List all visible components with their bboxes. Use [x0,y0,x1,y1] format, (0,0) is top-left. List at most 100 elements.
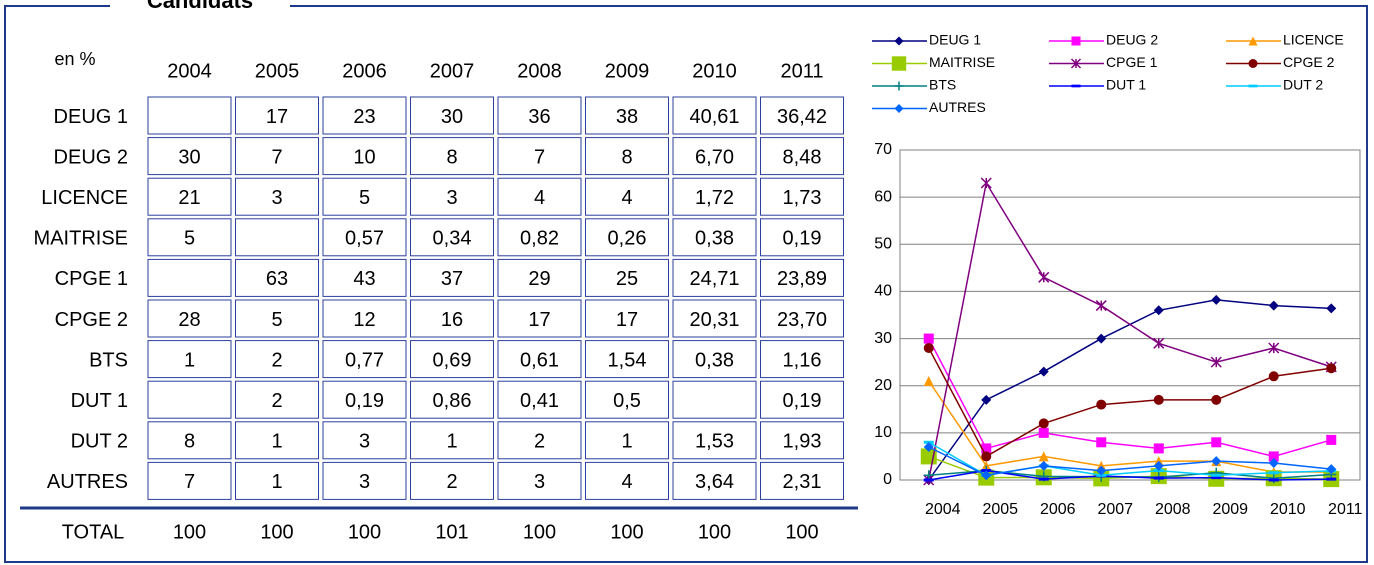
total-value: 100 [785,521,818,543]
cell [497,137,582,176]
marker [923,333,934,344]
cell [585,380,669,419]
y-tick-label: 10 [874,424,892,441]
cell-value: 0,61 [520,349,559,371]
marker-part [1268,458,1279,469]
marker-part [923,333,934,344]
marker-part [1153,394,1164,405]
marker-part [1211,476,1222,480]
marker [1211,473,1222,477]
marker-part [980,177,992,189]
cell [760,340,844,379]
marker-part [1038,271,1050,283]
cell [322,461,407,500]
legend-label: DEUG 1 [929,32,981,48]
total-value: 100 [698,521,731,543]
cell-value: 1 [271,471,282,493]
marker [1096,399,1107,410]
marker-part [1268,342,1280,354]
marker-part [1268,478,1279,482]
cell [585,340,669,379]
marker-part [1071,84,1081,88]
cell-value: 3 [534,471,545,493]
marker [923,376,934,386]
marker [1211,456,1222,467]
marker [1153,394,1164,405]
cell [147,461,232,500]
cell-value: 1,54 [608,349,647,371]
marker-part [1326,477,1337,481]
cell-value: 1,16 [783,349,822,371]
marker [1153,337,1165,349]
row-label: BTS [89,349,128,371]
cell [410,421,494,460]
marker-part [1038,477,1049,481]
marker [1211,476,1222,480]
cell-value: 36 [528,106,550,128]
cell [147,421,232,460]
total-value: 100 [260,521,293,543]
cell [235,461,319,500]
title-bg [110,0,290,14]
cell-value: 3 [359,471,370,493]
cell-value: 17 [528,309,550,331]
cell [585,421,669,460]
marker-part [1153,337,1165,349]
marker [1153,460,1164,471]
cell [235,137,319,176]
cell [235,177,319,216]
cell-value: 0,5 [613,390,641,412]
cell-value: 24,71 [689,268,739,290]
marker [1210,356,1222,368]
cell [235,258,319,297]
series-line [928,469,1332,481]
cell-value: 1,53 [695,431,734,453]
cell [322,218,407,257]
total-value: 100 [610,521,643,543]
row-label: CPGE 2 [55,309,128,331]
series-line [928,347,1332,458]
cell-value: 23 [353,106,375,128]
marker [894,104,904,113]
cell [410,461,494,500]
cell [672,380,757,419]
x-tick-label: 2007 [1097,501,1133,518]
cell-value: 2 [534,431,545,453]
cell [410,258,494,297]
marker [1211,394,1222,405]
cell-value: 5 [184,228,195,250]
marker-part [1095,300,1107,312]
cell-value: 0,86 [433,390,472,412]
total-value: 100 [348,521,381,543]
marker [1268,478,1279,482]
marker-part [1326,434,1337,445]
cell-value: 23,89 [777,268,827,290]
marker-part [1248,36,1258,46]
cell-value: 3,64 [695,471,734,493]
cell [672,461,757,500]
cell-value: 0,82 [520,228,559,250]
cell-value: 2,31 [783,471,822,493]
cell-value: 20,31 [689,309,739,331]
cell-value: 8 [446,146,457,168]
cell-value: 5 [359,187,370,209]
marker [1268,471,1279,475]
cell [672,137,757,176]
marker [981,451,992,462]
marker [981,443,992,454]
marker [1268,473,1279,484]
marker [923,442,934,452]
marker-part [1268,300,1279,311]
y-tick-label: 20 [874,377,892,394]
cell [235,96,319,135]
cell [497,258,582,297]
cell-value: 1 [184,349,195,371]
cell [760,96,844,135]
marker-part [1038,460,1049,471]
cell-value: 0,41 [520,390,559,412]
row-label: DUT 2 [71,431,128,453]
marker-part [923,478,934,482]
cell-value: 4 [621,471,632,493]
cell-value: 1,72 [695,187,734,209]
marker [1095,300,1107,312]
